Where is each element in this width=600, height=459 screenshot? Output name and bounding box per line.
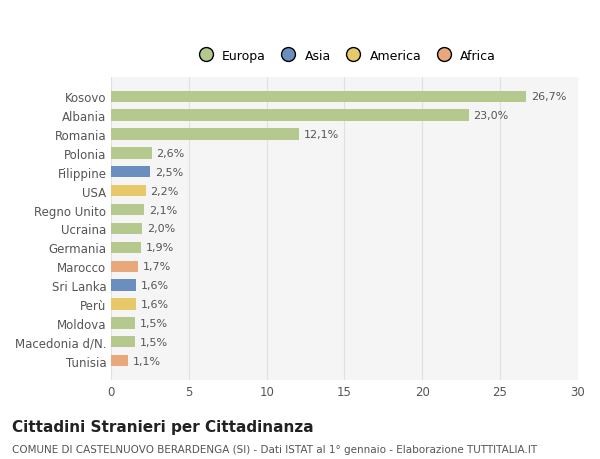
- Bar: [112, 280, 136, 291]
- Text: 2,1%: 2,1%: [149, 205, 177, 215]
- Bar: [112, 91, 526, 103]
- Bar: [112, 110, 469, 122]
- Text: 1,6%: 1,6%: [141, 299, 169, 309]
- Text: 1,9%: 1,9%: [146, 243, 174, 253]
- Bar: [112, 355, 128, 367]
- Text: 1,5%: 1,5%: [139, 337, 167, 347]
- Text: 12,1%: 12,1%: [304, 130, 340, 140]
- Text: COMUNE DI CASTELNUOVO BERARDENGA (SI) - Dati ISTAT al 1° gennaio - Elaborazione : COMUNE DI CASTELNUOVO BERARDENGA (SI) - …: [12, 444, 537, 454]
- Bar: [112, 224, 142, 235]
- Bar: [112, 261, 138, 272]
- Text: Cittadini Stranieri per Cittadinanza: Cittadini Stranieri per Cittadinanza: [12, 419, 314, 434]
- Bar: [112, 129, 299, 140]
- Text: 2,6%: 2,6%: [157, 149, 185, 158]
- Text: 2,5%: 2,5%: [155, 168, 183, 178]
- Bar: [112, 318, 134, 329]
- Text: 2,2%: 2,2%: [150, 186, 179, 196]
- Bar: [112, 242, 141, 253]
- Text: 1,7%: 1,7%: [142, 262, 170, 272]
- Bar: [112, 299, 136, 310]
- Legend: Europa, Asia, America, Africa: Europa, Asia, America, Africa: [188, 45, 501, 67]
- Bar: [112, 148, 152, 159]
- Bar: [112, 185, 146, 197]
- Text: 1,1%: 1,1%: [133, 356, 161, 366]
- Text: 1,5%: 1,5%: [139, 318, 167, 328]
- Text: 26,7%: 26,7%: [531, 92, 566, 102]
- Bar: [112, 204, 144, 216]
- Text: 1,6%: 1,6%: [141, 280, 169, 291]
- Text: 2,0%: 2,0%: [147, 224, 175, 234]
- Bar: [112, 167, 150, 178]
- Text: 23,0%: 23,0%: [473, 111, 509, 121]
- Bar: [112, 336, 134, 348]
